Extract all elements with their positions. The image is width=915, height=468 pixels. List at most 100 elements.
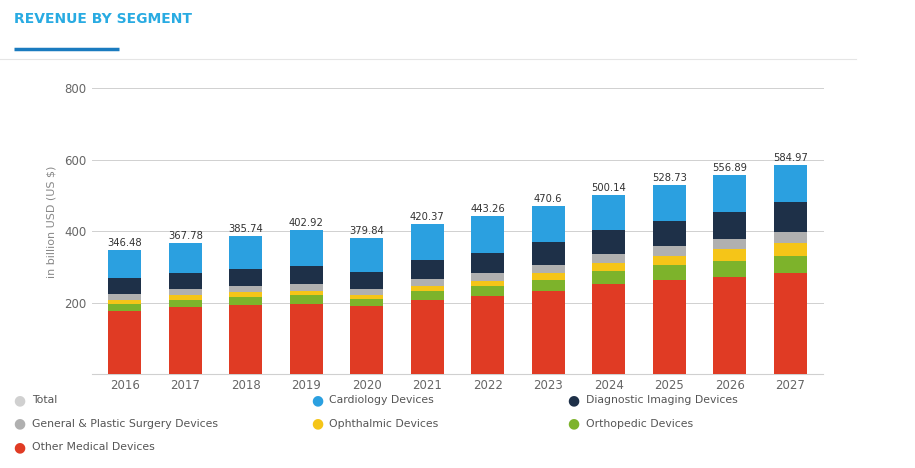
Bar: [471, 281, 504, 286]
Bar: [532, 292, 565, 374]
Bar: [713, 239, 747, 249]
Bar: [652, 280, 686, 374]
Text: 379.84: 379.84: [350, 227, 384, 236]
Bar: [532, 242, 565, 264]
Bar: [229, 305, 263, 374]
Bar: [411, 300, 444, 374]
Bar: [532, 279, 565, 292]
Bar: [773, 202, 807, 232]
Bar: [350, 239, 383, 272]
Text: 385.74: 385.74: [229, 224, 264, 234]
Bar: [168, 300, 202, 307]
Text: 500.14: 500.14: [591, 183, 626, 193]
Text: 584.97: 584.97: [773, 153, 808, 163]
Bar: [713, 277, 747, 374]
Bar: [592, 263, 625, 271]
Bar: [290, 284, 323, 291]
Bar: [592, 271, 625, 284]
Bar: [108, 294, 142, 300]
Bar: [411, 291, 444, 300]
Bar: [229, 286, 263, 292]
Bar: [532, 264, 565, 273]
Bar: [229, 269, 263, 286]
Bar: [411, 224, 444, 260]
Text: 528.73: 528.73: [651, 173, 686, 183]
Text: ●: ●: [311, 393, 323, 407]
Bar: [773, 232, 807, 243]
Bar: [290, 266, 323, 284]
Bar: [773, 165, 807, 202]
Text: ●: ●: [311, 417, 323, 431]
Bar: [713, 249, 747, 261]
Bar: [350, 294, 383, 299]
Bar: [290, 304, 323, 374]
Bar: [108, 311, 142, 374]
Bar: [713, 175, 747, 212]
Bar: [229, 297, 263, 305]
Bar: [350, 307, 383, 374]
Text: ●: ●: [567, 393, 579, 407]
Bar: [652, 185, 686, 220]
Bar: [108, 304, 142, 311]
Text: 556.89: 556.89: [712, 163, 748, 173]
Bar: [592, 230, 625, 254]
Bar: [168, 289, 202, 295]
Bar: [290, 291, 323, 295]
Bar: [411, 286, 444, 291]
Bar: [350, 299, 383, 307]
Bar: [350, 272, 383, 288]
Bar: [652, 220, 686, 246]
Bar: [592, 196, 625, 230]
Text: Other Medical Devices: Other Medical Devices: [32, 442, 155, 452]
Text: Cardiology Devices: Cardiology Devices: [329, 395, 434, 405]
Text: General & Plastic Surgery Devices: General & Plastic Surgery Devices: [32, 418, 218, 429]
Bar: [592, 284, 625, 374]
Bar: [108, 250, 142, 278]
Text: ●: ●: [14, 393, 26, 407]
Bar: [652, 256, 686, 265]
Text: 367.78: 367.78: [167, 231, 203, 241]
Bar: [411, 279, 444, 286]
Bar: [592, 254, 625, 263]
Bar: [471, 253, 504, 273]
Text: 470.6: 470.6: [534, 194, 563, 204]
Bar: [471, 296, 504, 374]
Text: Ophthalmic Devices: Ophthalmic Devices: [329, 418, 438, 429]
Text: Diagnostic Imaging Devices: Diagnostic Imaging Devices: [586, 395, 737, 405]
Text: Orthopedic Devices: Orthopedic Devices: [586, 418, 693, 429]
Bar: [168, 295, 202, 300]
Bar: [168, 273, 202, 289]
Bar: [773, 256, 807, 273]
Bar: [652, 265, 686, 280]
Bar: [108, 278, 142, 294]
Bar: [168, 307, 202, 374]
Bar: [168, 243, 202, 273]
Bar: [108, 300, 142, 304]
Y-axis label: in billion USD (US $): in billion USD (US $): [46, 166, 56, 278]
Bar: [290, 230, 323, 266]
Text: 420.37: 420.37: [410, 212, 445, 222]
Bar: [229, 292, 263, 297]
Bar: [471, 286, 504, 296]
Text: ●: ●: [567, 417, 579, 431]
Text: REVENUE BY SEGMENT: REVENUE BY SEGMENT: [14, 12, 192, 26]
Text: Total: Total: [32, 395, 58, 405]
Bar: [773, 243, 807, 256]
Bar: [532, 206, 565, 242]
Bar: [713, 261, 747, 277]
Bar: [471, 273, 504, 281]
Text: 346.48: 346.48: [107, 238, 142, 248]
Text: ●: ●: [14, 440, 26, 454]
Text: 402.92: 402.92: [289, 218, 324, 228]
Text: ●: ●: [14, 417, 26, 431]
Bar: [652, 246, 686, 256]
Bar: [471, 216, 504, 253]
Bar: [350, 288, 383, 294]
Bar: [532, 273, 565, 279]
Bar: [773, 273, 807, 374]
Bar: [290, 295, 323, 304]
Bar: [229, 236, 263, 269]
Bar: [713, 212, 747, 239]
Bar: [411, 260, 444, 279]
Text: 443.26: 443.26: [470, 204, 505, 213]
